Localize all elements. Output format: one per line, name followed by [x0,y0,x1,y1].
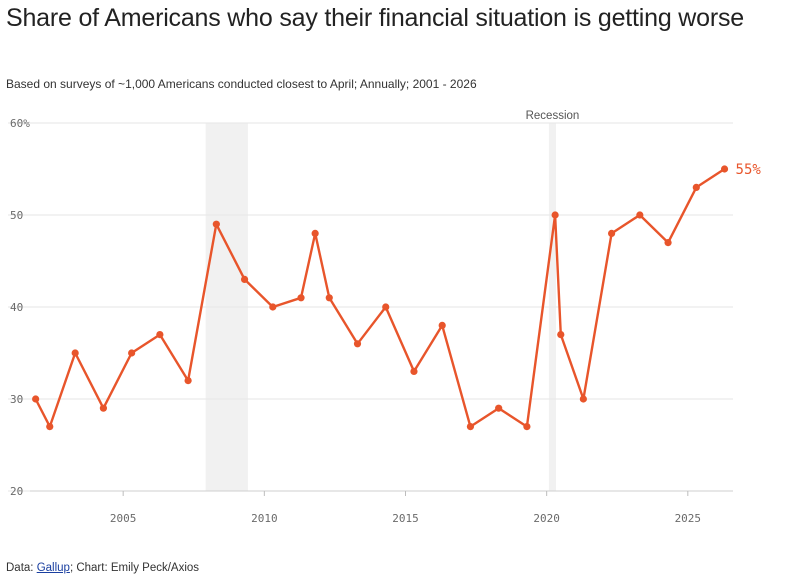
data-point [382,303,390,311]
data-point [557,331,565,339]
x-tick-label: 2020 [533,512,560,525]
data-point [325,294,333,302]
data-point [212,220,220,228]
data-points [32,165,729,431]
data-point [46,423,54,431]
data-point [410,367,418,375]
data-point [156,331,164,339]
data-point [495,404,503,412]
chart-footer: Data: Gallup; Chart: Emily Peck/Axios [6,562,199,574]
data-point [579,395,587,403]
series-line [34,167,726,428]
end-value-label: 55% [736,162,762,178]
data-point [269,303,277,311]
data-point [466,423,475,431]
data-point [523,423,531,431]
data-point [32,395,40,403]
data-point [184,377,192,385]
gridlines [8,122,733,492]
data-point [438,321,446,329]
y-tick-label: 50 [10,209,23,222]
data-point [664,239,672,247]
data-point [692,183,700,191]
x-tick-label: 2025 [675,512,702,525]
y-tick-label: 60% [10,117,30,130]
data-point [720,165,729,173]
data-point [636,211,644,219]
x-tick-label: 2010 [251,512,278,525]
data-point [607,229,616,237]
y-axis-ticks: 20 30 40 50 60% [10,117,30,498]
data-point [311,229,319,237]
x-tick-label: 2005 [110,512,137,525]
y-tick-label: 40 [10,301,23,314]
footer-data-prefix: Data: [6,562,37,574]
recession-bands: Recession [205,110,580,491]
data-point [297,294,305,302]
series-lines [34,167,726,428]
recession-label: Recession [526,110,580,122]
y-tick-label: 30 [10,393,23,406]
source-link[interactable]: Gallup [36,562,70,574]
data-point [551,211,559,219]
x-axis-ticks: 2005 2010 2015 2020 2025 [30,490,733,525]
chart-subtitle: Based on surveys of ~1,000 Americans con… [6,77,477,91]
chart-title: Share of Americans who say their financi… [6,4,744,32]
footer-credit: ; Chart: Emily Peck/Axios [69,562,200,574]
data-point [128,349,136,357]
data-point [353,340,362,348]
x-tick-label: 2015 [392,512,419,525]
data-point [99,404,108,412]
data-point [240,275,249,283]
data-point [71,349,79,357]
y-tick-label: 20 [10,485,23,498]
